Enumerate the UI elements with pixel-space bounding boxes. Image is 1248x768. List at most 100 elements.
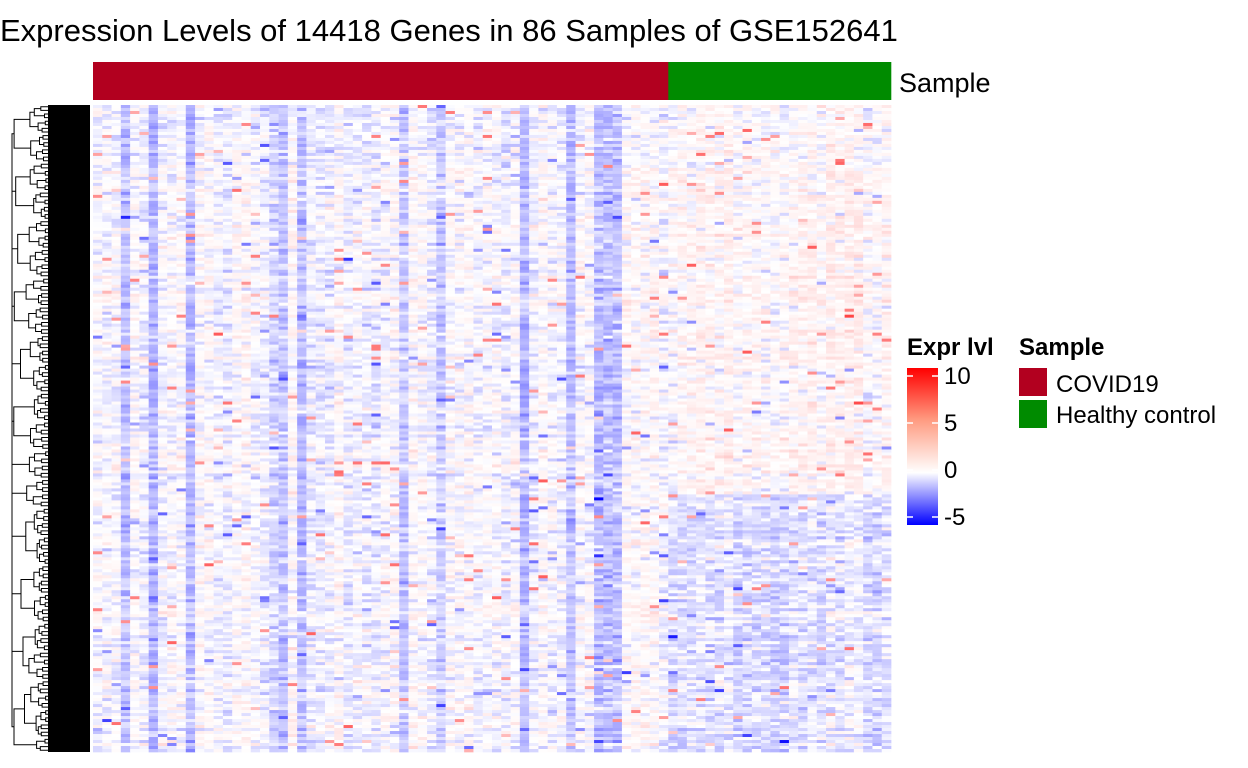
heatmap-cell [288,162,298,165]
heatmap-cell [789,243,799,246]
heatmap-cell [279,144,289,147]
heatmap-cell [306,135,316,138]
heatmap-cell [789,114,799,117]
heatmap-cell [316,168,326,171]
heatmap-cell [613,207,623,210]
heatmap-cell [149,225,159,228]
heatmap-cell [492,114,502,117]
heatmap-cell [177,168,187,171]
heatmap-cell [594,165,604,168]
heatmap-cell [696,105,706,108]
heatmap-cell [659,141,669,144]
heatmap-cell [455,117,465,120]
heatmap-cell [594,195,604,198]
heatmap-cell [269,150,279,153]
heatmap-cell [158,228,168,231]
heatmap-cell [603,150,613,153]
heatmap-cell [436,234,446,237]
heatmap-cell [687,225,697,228]
heatmap-cell [807,129,817,132]
heatmap-cell [158,123,168,126]
heatmap-cell [548,264,558,267]
heatmap-cell [529,150,539,153]
heatmap-cell [715,207,725,210]
heatmap-cell [529,231,539,234]
heatmap-cell [381,216,391,219]
heatmap-cell [344,114,354,117]
heatmap-cell [167,264,177,267]
heatmap-cell [279,207,289,210]
heatmap-cell [251,105,261,108]
heatmap-cell [613,243,623,246]
heatmap-cell [817,270,827,273]
heatmap-cell [576,165,586,168]
heatmap-cell [473,198,483,201]
heatmap-cell [622,270,632,273]
heatmap-cell [297,171,307,174]
heatmap-cell [631,186,641,189]
heatmap-cell [743,231,753,234]
heatmap-cell [427,171,437,174]
heatmap-cell [279,153,289,156]
heatmap-cell [177,159,187,162]
heatmap-cell [436,150,446,153]
heatmap-cell [204,207,214,210]
heatmap-cell [492,210,502,213]
heatmap-cell [733,186,743,189]
heatmap-cell [297,144,307,147]
heatmap-cell [789,177,799,180]
heatmap-cell [353,249,363,252]
heatmap-cell [631,180,641,183]
heatmap-cell [882,114,892,117]
heatmap-cell [371,189,381,192]
heatmap-cell [297,207,307,210]
heatmap-cell [204,138,214,141]
heatmap-cell [798,252,808,255]
heatmap-cell [371,228,381,231]
heatmap-cell [770,129,780,132]
heatmap-cell [149,198,159,201]
heatmap-cell [436,219,446,222]
heatmap-cell [186,228,196,231]
heatmap-cell [167,186,177,189]
heatmap-cell [520,252,530,255]
heatmap-cell [594,120,604,123]
heatmap-cell [863,240,873,243]
heatmap-cell [687,201,697,204]
heatmap-cell [650,105,660,108]
heatmap-cell [492,240,502,243]
heatmap-cell [325,183,335,186]
heatmap-cell [659,231,669,234]
heatmap-cell [687,264,697,267]
heatmap-cell [121,126,131,129]
heatmap-cell [854,171,864,174]
heatmap-cell [501,195,511,198]
heatmap-cell [807,201,817,204]
heatmap-cell [316,162,326,165]
heatmap-cell [863,108,873,111]
heatmap-cell [473,219,483,222]
heatmap-cell [297,270,307,273]
heatmap-cell [538,132,548,135]
heatmap-cell [603,141,613,144]
heatmap-cell [501,150,511,153]
heatmap-cell [640,267,650,270]
heatmap-cell [687,276,697,279]
heatmap-cell [418,114,428,117]
heatmap-cell [325,252,335,255]
heatmap-cell [102,159,112,162]
heatmap-cell [344,213,354,216]
heatmap-cell [511,171,521,174]
heatmap-cell [511,219,521,222]
heatmap-cell [121,273,131,276]
heatmap-cell [186,144,196,147]
heatmap-cell [576,201,586,204]
heatmap-cell [761,186,771,189]
heatmap-cell [473,177,483,180]
heatmap-cell [353,153,363,156]
heatmap-cell [705,159,715,162]
heatmap-cell [455,249,465,252]
heatmap-cell [251,216,261,219]
heatmap-cell [93,153,103,156]
heatmap-cell [585,129,595,132]
